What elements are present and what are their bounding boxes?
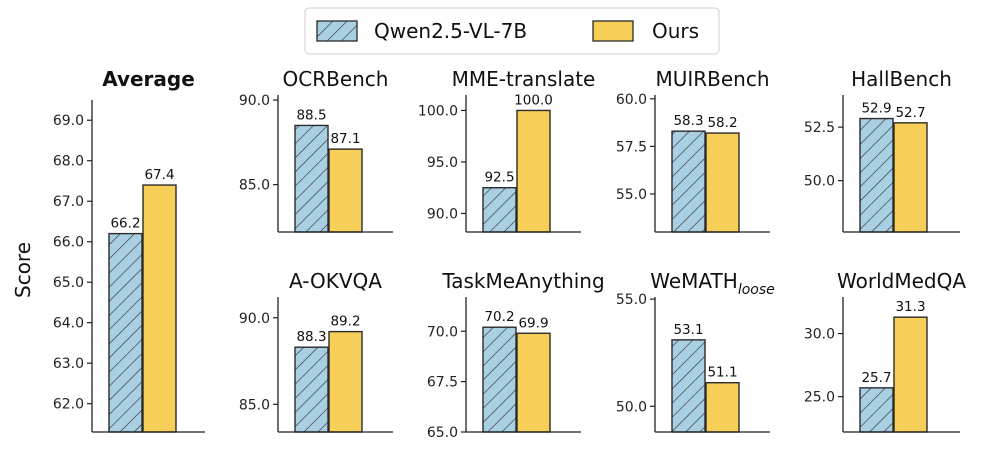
y-tick-label: 67.0: [53, 194, 84, 210]
data-label: 87.1: [330, 131, 360, 147]
legend-swatch-ours: [592, 20, 634, 42]
y-tick-label: 70.0: [427, 324, 458, 340]
legend: Qwen2.5-VL-7B Ours: [304, 7, 720, 55]
panel-5: A-OKVQA 88.389.2 85.0 90.0: [239, 269, 393, 433]
y-tick-label: 95.0: [427, 155, 458, 171]
panel-8: WorldMedQA 25.7 31.3 25.0 30.0: [804, 269, 966, 433]
panel-title: HallBench: [851, 67, 952, 91]
data-label: 67.4: [144, 167, 174, 183]
data-label: 88.3: [296, 329, 326, 345]
data-label: 51.1: [707, 365, 737, 381]
bar-qwen: [294, 346, 329, 433]
bar-qwen: [859, 117, 894, 233]
y-tick-label: 68.0: [53, 154, 84, 170]
panel-title: MUIRBench: [655, 67, 769, 91]
y-tick-label: 100.0: [418, 103, 458, 119]
bar-qwen: [294, 124, 329, 233]
data-label: 52.7: [895, 105, 925, 121]
y-tick-label: 62.0: [53, 397, 84, 413]
y-tick-label: 30.0: [804, 327, 835, 343]
y-tick-label: 55.0: [616, 187, 647, 203]
y-tick-label: 65.0: [427, 425, 458, 441]
bar-ours: [893, 122, 928, 233]
y-tick-label: 66.0: [53, 235, 84, 251]
panel-title: MME-translate: [452, 67, 596, 91]
y-tick-label: 65.0: [53, 275, 84, 291]
bar-ours: [516, 332, 551, 433]
panel-0: Average 66.2 67.4 62.0 63.0 64.0 65.0 66.0 67.0 6…: [53, 67, 205, 433]
panel-title: WorldMedQA: [837, 269, 966, 293]
y-tick-label: 69.0: [53, 113, 84, 129]
bar-ours: [516, 109, 551, 233]
bar-ours: [705, 382, 740, 433]
chart-panels: Average 66.2 67.4 62.0 63.0 64.0 65.0 66.0 67.0 6…: [53, 67, 966, 441]
y-tick-label: 64.0: [53, 316, 84, 332]
panel-3: MUIRBench 58.3 58.2 55.0 57.5 60.0: [616, 67, 770, 233]
y-tick-label: 85.0: [239, 397, 270, 413]
legend-label-qwen: Qwen2.5-VL-7B: [374, 19, 527, 43]
bar-qwen: [482, 326, 517, 433]
legend-label-ours: Ours: [652, 19, 699, 43]
bar-ours: [893, 316, 928, 433]
y-tick-label: 50.0: [616, 399, 647, 415]
panel-title: WeMATHloose: [650, 269, 775, 298]
bar-qwen: [671, 130, 706, 233]
y-tick-label: 63.0: [53, 356, 84, 372]
panel-title-subscript: loose: [738, 282, 775, 298]
panel-title: Average: [102, 67, 195, 91]
bar-ours: [328, 330, 363, 433]
data-label: 31.3: [895, 299, 925, 315]
data-label: 69.9: [518, 315, 548, 331]
y-tick-label: 85.0: [239, 178, 270, 194]
y-tick-label: 90.0: [239, 311, 270, 327]
data-label: 58.3: [673, 113, 703, 129]
legend-frame: [304, 7, 720, 55]
y-tick-label: 57.5: [616, 139, 647, 155]
y-tick-label: 60.0: [616, 92, 647, 108]
panel-2: MME-translate 92.5 100.0 90.0 95.0 100.0: [418, 67, 596, 233]
bar-ours: [142, 184, 177, 433]
bar-ours: [705, 132, 740, 233]
panel-title: A-OKVQA: [289, 269, 382, 293]
data-label: 53.1: [673, 322, 703, 338]
data-label: 25.7: [861, 370, 891, 386]
y-tick-label: 90.0: [239, 93, 270, 109]
bar-qwen: [859, 387, 894, 433]
bar-ours: [328, 148, 363, 233]
y-tick-label: 50.0: [804, 174, 835, 190]
data-label: 70.2: [484, 309, 514, 325]
data-label: 89.2: [330, 314, 360, 330]
data-label: 100.0: [514, 92, 553, 108]
panel-title: TaskMeAnything: [441, 269, 604, 293]
panel-6: TaskMeAnything 70.2 69.9 65.0 67.5 70.0: [427, 269, 605, 441]
bar-qwen: [108, 232, 143, 433]
data-label: 88.5: [296, 107, 326, 123]
data-label: 66.2: [110, 216, 140, 232]
y-tick-label: 90.0: [427, 206, 458, 222]
y-tick-label: 55.0: [616, 292, 647, 308]
panel-1: OCRBench 88.587.1 85.0 90.0: [239, 67, 393, 233]
legend-swatch-qwen: [316, 20, 358, 42]
data-label: 58.2: [707, 115, 737, 131]
bar-qwen: [482, 187, 517, 233]
data-label: 92.5: [484, 170, 514, 186]
data-label: 52.9: [861, 101, 891, 117]
panel-4: HallBench 52.9 52.7 50.0 52.5: [804, 67, 960, 233]
y-axis-label: Score: [11, 242, 35, 298]
panel-title: OCRBench: [283, 67, 389, 91]
bar-qwen: [671, 339, 706, 433]
y-tick-label: 67.5: [427, 375, 458, 391]
y-tick-label: 52.5: [804, 120, 835, 136]
panel-7: WeMATHloose 53.1 51.1 50.0 55.0: [616, 269, 775, 433]
y-tick-label: 25.0: [804, 390, 835, 406]
